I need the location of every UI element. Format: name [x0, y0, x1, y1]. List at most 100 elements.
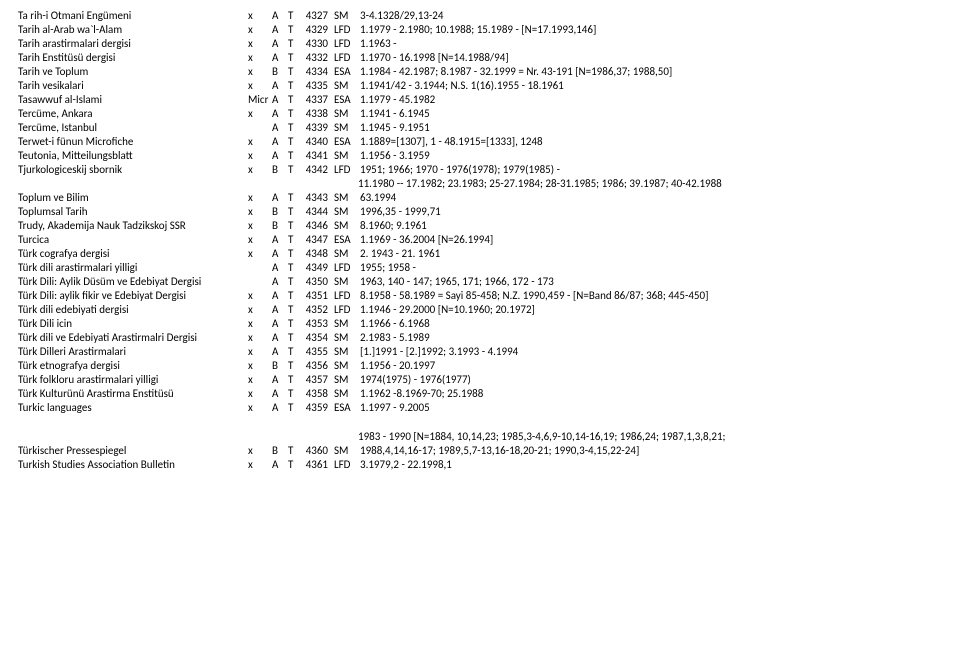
- title-cell: Tercüme, Istanbul: [16, 120, 246, 134]
- number-cell: 4355: [300, 344, 332, 358]
- format-cell: SM: [332, 78, 358, 92]
- t-cell: T: [286, 162, 300, 176]
- range-continuation: 1983 - 1990 [N=1884, 10,14,23; 1985,3-4,…: [16, 429, 944, 443]
- level-cell: A: [270, 246, 286, 260]
- table-row: Terwet-i fünun MicrofichexAT4340ESA1.188…: [16, 134, 944, 148]
- table-row: Türk folkloru arastirmalari yilligixAT43…: [16, 372, 944, 386]
- table-row: Ta rih-i Otmani EngümenixAT4327SM3-4.132…: [16, 8, 944, 22]
- range-cell: 1974(1975) - 1976(1977): [358, 372, 944, 386]
- table-row: Türk dili ve Edebiyati Arastirmalri Derg…: [16, 330, 944, 344]
- range-cell: 1.1945 - 9.1951: [358, 120, 944, 134]
- level-cell: A: [270, 288, 286, 302]
- range-cell: 1963, 140 - 147; 1965, 171; 1966, 172 - …: [358, 274, 944, 288]
- table-row: Turkish Studies Association BulletinxAT4…: [16, 457, 944, 471]
- range-cell: 2.1983 - 5.1989: [358, 330, 944, 344]
- level-cell: A: [270, 148, 286, 162]
- range-cell: 1.1969 - 36.2004 [N=26.1994]: [358, 232, 944, 246]
- x-cell: x: [246, 400, 270, 414]
- x-cell: x: [246, 64, 270, 78]
- title-cell: Türk dili edebiyati dergisi: [16, 302, 246, 316]
- level-cell: A: [270, 386, 286, 400]
- number-cell: 4329: [300, 22, 332, 36]
- format-cell: ESA: [332, 64, 358, 78]
- level-cell: A: [270, 106, 286, 120]
- t-cell: T: [286, 260, 300, 274]
- title-cell: Türk Dilleri Arastirmalari: [16, 344, 246, 358]
- title-cell: Terwet-i fünun Microfiche: [16, 134, 246, 148]
- format-cell: LFD: [332, 162, 358, 176]
- level-cell: B: [270, 358, 286, 372]
- range-cell: 1.1956 - 3.1959: [358, 148, 944, 162]
- t-cell: T: [286, 358, 300, 372]
- range-cell: 1988,4,14,16-17; 1989,5,7-13,16-18,20-21…: [358, 443, 944, 457]
- x-cell: x: [246, 50, 270, 64]
- range-cell: 1.1984 - 42.1987; 8.1987 - 32.1999 = Nr.…: [358, 64, 944, 78]
- table-row: Tercüme, AnkaraxAT4338SM1.1941 - 6.1945: [16, 106, 944, 120]
- t-cell: T: [286, 36, 300, 50]
- t-cell: T: [286, 78, 300, 92]
- number-cell: 4330: [300, 36, 332, 50]
- x-cell: [246, 274, 270, 288]
- level-cell: A: [270, 190, 286, 204]
- t-cell: T: [286, 274, 300, 288]
- range-cell: 1955; 1958 -: [358, 260, 944, 274]
- number-cell: 4351: [300, 288, 332, 302]
- level-cell: A: [270, 260, 286, 274]
- table-row: Toplumsal TarihxBT4344SM1996,35 - 1999,7…: [16, 204, 944, 218]
- x-cell: x: [246, 246, 270, 260]
- range-cell: 3-4.1328/29,13-24: [358, 8, 944, 22]
- level-cell: A: [270, 372, 286, 386]
- level-cell: A: [270, 344, 286, 358]
- range-cell: 2. 1943 - 21. 1961: [358, 246, 944, 260]
- table-row: Tarih arastirmalari dergisixAT4330LFD1.1…: [16, 36, 944, 50]
- table-row: Türk Kulturünü Arastirma EnstitüsüxAT435…: [16, 386, 944, 400]
- x-cell: x: [246, 232, 270, 246]
- t-cell: T: [286, 50, 300, 64]
- x-cell: x: [246, 302, 270, 316]
- x-cell: x: [246, 204, 270, 218]
- periodicals-table: Ta rih-i Otmani EngümenixAT4327SM3-4.132…: [16, 8, 944, 471]
- range-cell: 1.1941 - 6.1945: [358, 106, 944, 120]
- format-cell: ESA: [332, 92, 358, 106]
- number-cell: 4349: [300, 260, 332, 274]
- range-cell: 1.1970 - 16.1998 [N=14.1988/94]: [358, 50, 944, 64]
- number-cell: 4337: [300, 92, 332, 106]
- t-cell: T: [286, 457, 300, 471]
- title-cell: Tarih al-Arab wa`l-Alam: [16, 22, 246, 36]
- x-cell: x: [246, 78, 270, 92]
- range-cell: 1.1962 -8.1969-70; 25.1988: [358, 386, 944, 400]
- format-cell: LFD: [332, 457, 358, 471]
- t-cell: T: [286, 288, 300, 302]
- t-cell: T: [286, 92, 300, 106]
- range-cell: 1.1966 - 6.1968: [358, 316, 944, 330]
- table-row: Tarih vesikalarixAT4335SM1.1941/42 - 3.1…: [16, 78, 944, 92]
- level-cell: A: [270, 92, 286, 106]
- table-row: Tasawwuf al-IslamiMicrAT4337ESA1.1979 - …: [16, 92, 944, 106]
- format-cell: LFD: [332, 302, 358, 316]
- range-cell: 1.1946 - 29.2000 [N=10.1960; 20.1972]: [358, 302, 944, 316]
- number-cell: 4361: [300, 457, 332, 471]
- format-cell: SM: [332, 344, 358, 358]
- level-cell: B: [270, 443, 286, 457]
- t-cell: T: [286, 190, 300, 204]
- level-cell: A: [270, 8, 286, 22]
- table-row: Türk Dili: aylik fikir ve Edebiyat Dergi…: [16, 288, 944, 302]
- t-cell: T: [286, 302, 300, 316]
- level-cell: A: [270, 134, 286, 148]
- x-cell: x: [246, 330, 270, 344]
- number-cell: 4360: [300, 443, 332, 457]
- table-row: 11.1980 -- 17.1982; 23.1983; 25-27.1984;…: [16, 176, 944, 190]
- format-cell: SM: [332, 274, 358, 288]
- table-row: Tarih Enstitüsü dergisixAT4332LFD1.1970 …: [16, 50, 944, 64]
- level-cell: A: [270, 22, 286, 36]
- title-cell: Turcica: [16, 232, 246, 246]
- range-cell: 1996,35 - 1999,71: [358, 204, 944, 218]
- title-cell: Tasawwuf al-Islami: [16, 92, 246, 106]
- x-cell: x: [246, 386, 270, 400]
- level-cell: B: [270, 162, 286, 176]
- title-cell: Türk dili ve Edebiyati Arastirmalri Derg…: [16, 330, 246, 344]
- x-cell: x: [246, 457, 270, 471]
- title-cell: Türk dili arastirmalari yilligi: [16, 260, 246, 274]
- number-cell: 4347: [300, 232, 332, 246]
- format-cell: LFD: [332, 36, 358, 50]
